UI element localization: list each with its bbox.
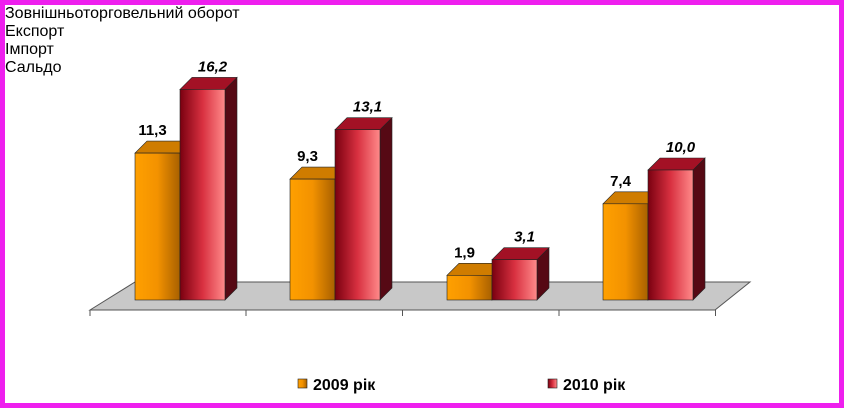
value-label: 11,3 <box>138 122 166 139</box>
category-label: Зовнішньоторговельний оборот <box>5 5 240 22</box>
legend-label: 2009 рік <box>313 377 376 394</box>
floor <box>88 281 752 311</box>
category-label: Сальдо <box>5 59 62 76</box>
category-label: Імпорт <box>5 41 54 58</box>
bar <box>179 89 226 301</box>
bar <box>602 203 649 301</box>
value-label: 1,9 <box>454 244 475 261</box>
category-label: Експорт <box>5 23 65 40</box>
value-label: 10,0 <box>666 139 696 156</box>
bar-side <box>379 116 393 301</box>
bar <box>289 178 336 301</box>
bar <box>647 169 694 301</box>
value-label: 9,3 <box>297 148 318 165</box>
value-label: 7,4 <box>610 173 632 190</box>
value-label: 16,2 <box>198 58 228 75</box>
value-label: 3,1 <box>514 229 535 246</box>
legend-swatch <box>297 378 308 389</box>
bar-side <box>692 157 706 301</box>
bar <box>446 274 493 301</box>
bar <box>334 129 381 301</box>
bar <box>491 259 538 301</box>
bar-side <box>224 76 238 301</box>
legend-label: 2010 рік <box>563 377 626 394</box>
legend-swatch <box>547 378 558 389</box>
bar <box>134 152 181 301</box>
value-label: 13,1 <box>353 99 382 116</box>
